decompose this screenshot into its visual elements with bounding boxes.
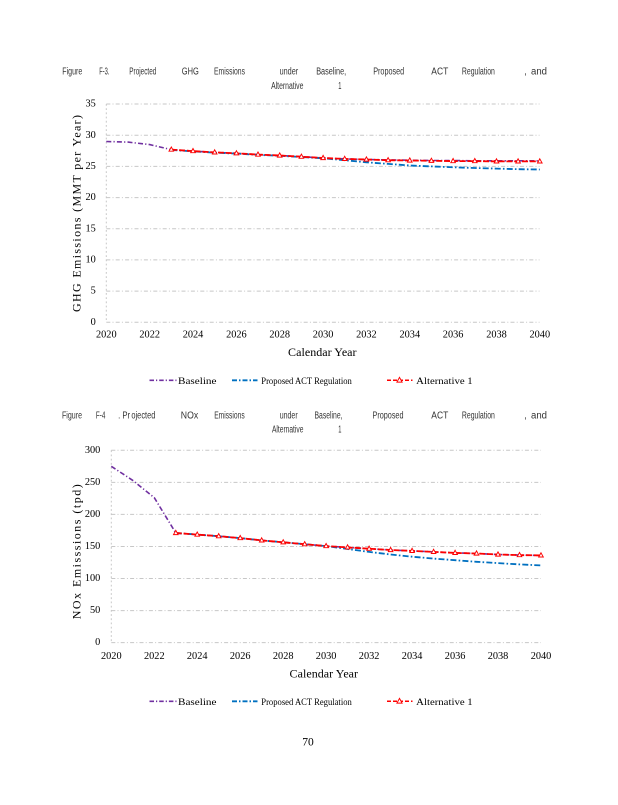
svg-text:2026: 2026: [226, 329, 247, 340]
svg-text:2036: 2036: [443, 329, 464, 340]
svg-text:Calendar Year: Calendar Year: [288, 345, 357, 359]
svg-text:2020: 2020: [101, 651, 122, 662]
svg-text:Figure: Figure: [62, 66, 82, 77]
svg-text:150: 150: [85, 541, 100, 552]
svg-text:Baseline: Baseline: [178, 376, 217, 387]
svg-text:and: and: [531, 410, 547, 421]
svg-text:Projected: Projected: [129, 66, 156, 77]
svg-text:10: 10: [86, 255, 96, 266]
svg-text:30: 30: [86, 130, 96, 141]
svg-text:,: ,: [524, 66, 527, 77]
svg-text:2030: 2030: [316, 651, 337, 662]
svg-text:1: 1: [338, 81, 341, 92]
svg-text:2032: 2032: [356, 329, 377, 340]
svg-text:under: under: [280, 66, 299, 77]
svg-text:2026: 2026: [230, 651, 251, 662]
svg-text:and: and: [531, 66, 547, 77]
svg-text:Proposed ACT Regulation: Proposed ACT Regulation: [261, 697, 352, 708]
svg-text:35: 35: [86, 99, 96, 110]
svg-text:GHG: GHG: [182, 66, 199, 77]
svg-text:15: 15: [86, 223, 96, 234]
svg-text:0: 0: [95, 637, 100, 648]
svg-text:Calendar Year: Calendar Year: [290, 666, 359, 680]
svg-text:2038: 2038: [486, 329, 507, 340]
svg-text:2022: 2022: [144, 651, 165, 662]
svg-text:Alternative 1: Alternative 1: [416, 697, 473, 708]
svg-text:2034: 2034: [400, 329, 421, 340]
svg-text:Proposed ACT Regulation: Proposed ACT Regulation: [261, 376, 352, 387]
svg-text:Alternative 1: Alternative 1: [416, 376, 473, 387]
svg-text:,: ,: [524, 410, 527, 421]
svg-text:2020: 2020: [96, 329, 117, 340]
svg-text:GHG Emissions (MMT per Year): GHG Emissions (MMT per Year): [70, 115, 84, 312]
svg-text:2038: 2038: [488, 651, 509, 662]
svg-text:ACT: ACT: [431, 410, 448, 421]
svg-text:Alternative: Alternative: [272, 425, 304, 436]
svg-text:70: 70: [302, 736, 314, 748]
svg-text:2030: 2030: [313, 329, 334, 340]
svg-text:2022: 2022: [139, 329, 160, 340]
svg-text:NOx Emisssions (tpd): NOx Emisssions (tpd): [70, 484, 84, 619]
svg-text:Proposed: Proposed: [373, 410, 404, 421]
svg-text:2040: 2040: [530, 329, 551, 340]
svg-text:Emissions: Emissions: [214, 66, 245, 77]
svg-text:Baseline: Baseline: [178, 697, 217, 708]
svg-text:2028: 2028: [273, 651, 294, 662]
svg-text:Emissions: Emissions: [214, 410, 245, 421]
svg-text:F-3.: F-3.: [99, 66, 109, 77]
svg-text:. Pr: . Pr: [118, 410, 131, 421]
svg-text:Regulation: Regulation: [462, 410, 495, 421]
svg-text:2032: 2032: [359, 651, 380, 662]
svg-text:ACT: ACT: [431, 66, 448, 77]
svg-text:2024: 2024: [183, 329, 204, 340]
svg-text:NOx: NOx: [181, 410, 198, 421]
svg-text:Figure: Figure: [62, 410, 82, 421]
svg-text:under: under: [280, 410, 299, 421]
svg-text:2040: 2040: [531, 651, 552, 662]
svg-text:Baseline,: Baseline,: [315, 410, 343, 421]
svg-text:250: 250: [85, 477, 100, 488]
svg-text:0: 0: [91, 317, 96, 328]
svg-text:5: 5: [91, 286, 96, 297]
svg-text:200: 200: [85, 509, 100, 520]
svg-text:2036: 2036: [445, 651, 466, 662]
svg-text:25: 25: [86, 161, 96, 172]
svg-text:20: 20: [86, 192, 96, 203]
svg-text:2034: 2034: [402, 651, 423, 662]
svg-text:Alternative: Alternative: [271, 81, 304, 92]
svg-text:Baseline,: Baseline,: [316, 66, 346, 77]
svg-text:F-4: F-4: [96, 410, 106, 421]
svg-text:1: 1: [338, 425, 341, 436]
svg-text:100: 100: [85, 573, 100, 584]
svg-text:50: 50: [90, 605, 100, 616]
svg-text:Proposed: Proposed: [373, 66, 404, 77]
svg-text:Regulation: Regulation: [462, 66, 495, 77]
svg-text:ojected: ojected: [131, 410, 155, 421]
svg-text:300: 300: [85, 445, 100, 456]
svg-text:2028: 2028: [269, 329, 290, 340]
svg-text:2024: 2024: [187, 651, 208, 662]
